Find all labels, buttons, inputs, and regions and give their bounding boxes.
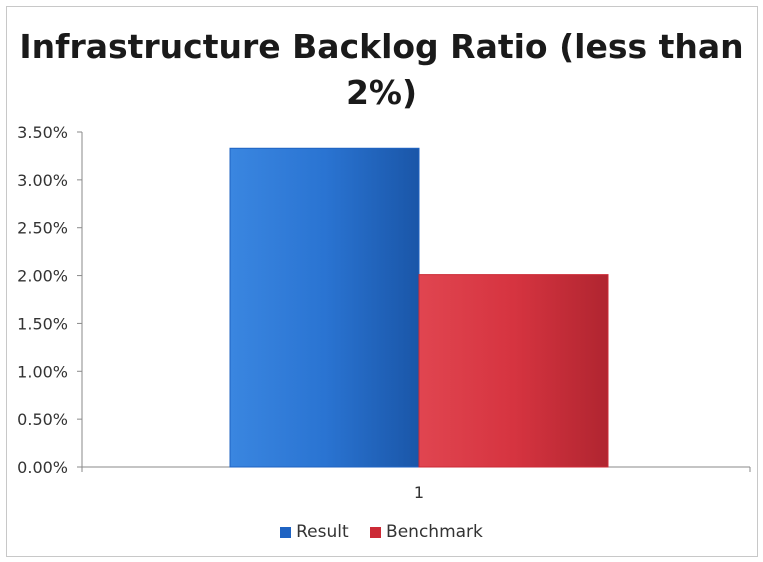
chart-title-line-1: Infrastructure Backlog Ratio (less than — [19, 27, 744, 66]
y-tick-label: 3.50% — [17, 123, 68, 142]
legend-label-result: Result — [296, 522, 349, 542]
y-tick-label: 2.50% — [17, 219, 68, 238]
legend-item-result: Result — [280, 522, 349, 542]
chart-title: Infrastructure Backlog Ratio (less than … — [0, 24, 763, 116]
y-tick-label: 3.00% — [17, 171, 68, 190]
legend: Result Benchmark — [0, 522, 763, 543]
legend-swatch-benchmark — [370, 526, 382, 538]
y-tick-label: 2.00% — [17, 267, 68, 286]
bar-result — [229, 147, 420, 468]
y-tick-label: 1.50% — [17, 314, 68, 333]
bar-benchmark — [418, 274, 609, 468]
y-tick-label: 0.50% — [17, 410, 68, 429]
y-tick-label: 1.00% — [17, 362, 68, 381]
x-tick-label: 1 — [414, 483, 424, 502]
chart-title-line-2: 2%) — [345, 73, 418, 112]
legend-swatch-result — [280, 526, 292, 538]
y-tick-label: 0.00% — [17, 458, 68, 477]
legend-item-benchmark: Benchmark — [370, 522, 483, 542]
legend-label-benchmark: Benchmark — [386, 522, 483, 542]
